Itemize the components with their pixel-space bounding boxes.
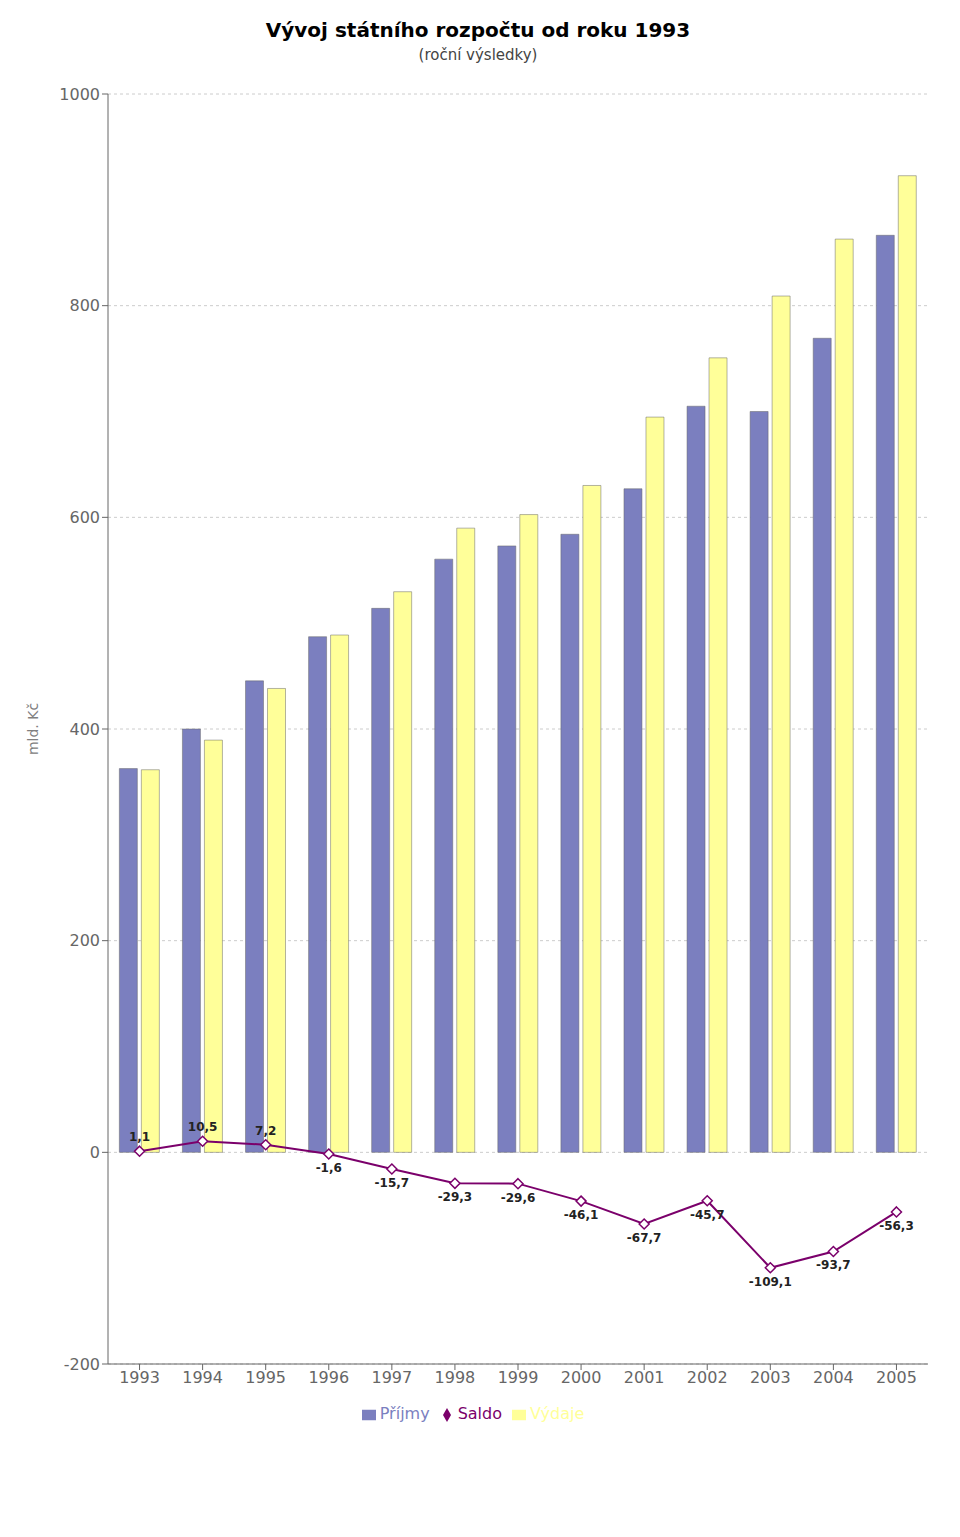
svg-text:2000: 2000 <box>561 1368 602 1387</box>
svg-text:200: 200 <box>69 931 100 950</box>
html-text:Příjmy: Příjmy <box>379 1404 430 1423</box>
svg-text:2005: 2005 <box>876 1368 917 1387</box>
svg-text:2004: 2004 <box>813 1368 854 1387</box>
svg-text:400: 400 <box>69 720 100 739</box>
svg-text:-93,7: -93,7 <box>816 1258 851 1272</box>
svg-text:1,1: 1,1 <box>129 1130 150 1144</box>
svg-text:mld. Kč: mld. Kč <box>25 703 41 755</box>
svg-text:-109,1: -109,1 <box>749 1275 792 1289</box>
svg-text:2002: 2002 <box>687 1368 728 1387</box>
svg-text:-15,7: -15,7 <box>375 1176 410 1190</box>
svg-text:-46,1: -46,1 <box>564 1208 599 1222</box>
svg-text:7,2: 7,2 <box>255 1124 276 1138</box>
svg-text:1000: 1000 <box>59 85 100 104</box>
svg-text:-45,7: -45,7 <box>690 1208 725 1222</box>
svg-text:10,5: 10,5 <box>188 1120 218 1134</box>
html-text:Vývoj státního rozpočtu od rok: Vývoj státního rozpočtu od roku 1993 <box>265 18 691 42</box>
svg-text:1997: 1997 <box>371 1368 412 1387</box>
svg-text:1993: 1993 <box>119 1368 160 1387</box>
svg-text:0: 0 <box>90 1143 100 1162</box>
svg-text:600: 600 <box>69 508 100 527</box>
html-text:Saldo: Saldo <box>457 1404 502 1423</box>
html-text:(roční výsledky): (roční výsledky) <box>418 46 538 64</box>
svg-text:1995: 1995 <box>245 1368 286 1387</box>
svg-text:-56,3: -56,3 <box>879 1219 914 1233</box>
svg-text:-29,3: -29,3 <box>438 1190 473 1204</box>
html-text:Výdaje: Výdaje <box>530 1404 585 1423</box>
svg-text:2001: 2001 <box>624 1368 665 1387</box>
svg-text:1994: 1994 <box>182 1368 223 1387</box>
svg-text:-200: -200 <box>64 1355 100 1374</box>
svg-text:-67,7: -67,7 <box>627 1231 662 1245</box>
svg-text:-1,6: -1,6 <box>316 1161 342 1175</box>
svg-text:-29,6: -29,6 <box>501 1191 536 1205</box>
svg-text:1999: 1999 <box>498 1368 539 1387</box>
svg-text:800: 800 <box>69 296 100 315</box>
svg-text:1996: 1996 <box>308 1368 349 1387</box>
svg-text:2003: 2003 <box>750 1368 791 1387</box>
svg-text:1998: 1998 <box>435 1368 476 1387</box>
